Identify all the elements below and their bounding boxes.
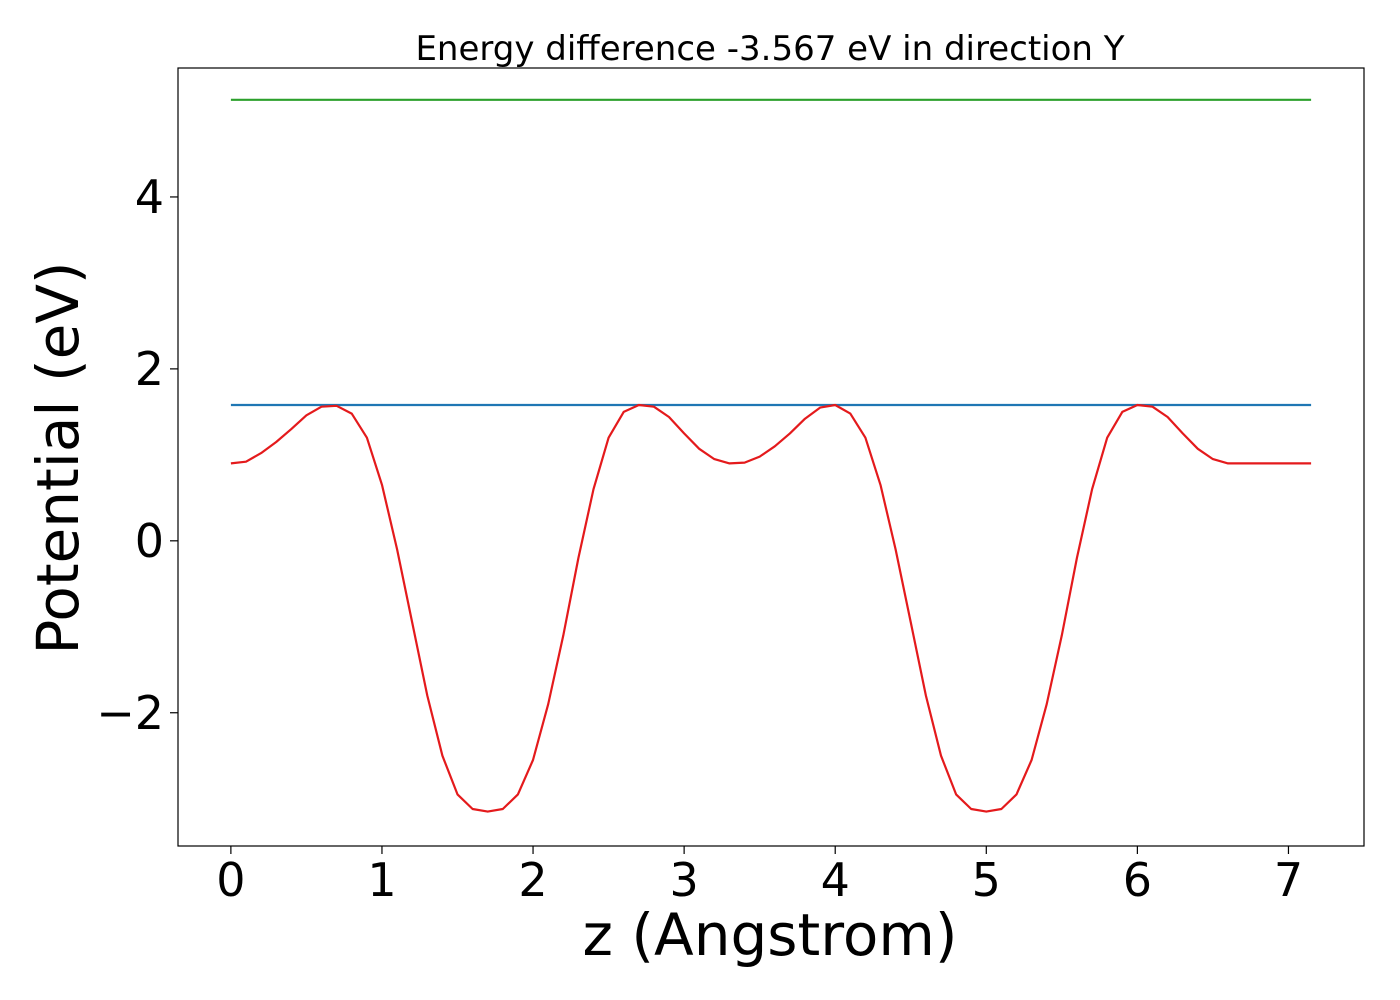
- x-axis-label: z (Angstrom): [583, 901, 958, 969]
- y-tick-label: 4: [135, 170, 164, 224]
- x-tick-label: 3: [669, 853, 698, 907]
- plot-frame: [177, 67, 1365, 847]
- x-tick-label: 1: [367, 853, 396, 907]
- x-tick-label: 0: [216, 853, 245, 907]
- y-axis-label: Potential (eV): [24, 261, 92, 654]
- y-tick-label: 2: [135, 342, 164, 396]
- x-tick-label: 4: [821, 853, 850, 907]
- x-tick-label: 5: [972, 853, 1001, 907]
- y-tick-label: 0: [135, 514, 164, 568]
- y-tick-label: −2: [96, 686, 164, 740]
- y-axis: −2 0 2 4: [96, 170, 178, 740]
- x-axis: 0 1 2 3 4 5 6 7: [216, 846, 1303, 907]
- plot-area: [230, 98, 1312, 813]
- x-tick-label: 7: [1274, 853, 1303, 907]
- chart-title: Energy difference -3.567 eV in direction…: [415, 29, 1124, 69]
- x-tick-label: 6: [1123, 853, 1152, 907]
- x-tick-label: 2: [518, 853, 547, 907]
- series-line-2: [230, 403, 1312, 813]
